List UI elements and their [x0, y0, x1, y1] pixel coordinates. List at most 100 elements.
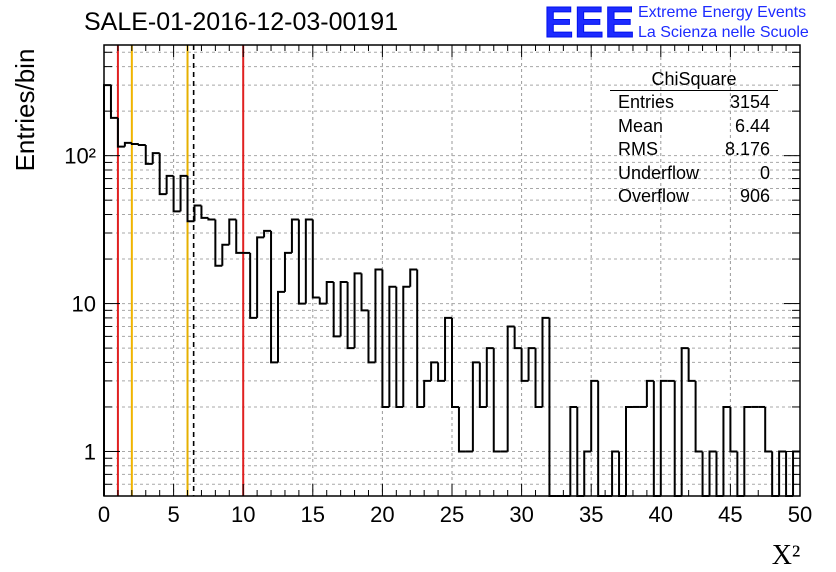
histogram-bin	[437, 362, 446, 382]
histogram-bin	[708, 450, 717, 496]
stats-label: Entries	[618, 92, 675, 112]
histogram-bin	[451, 317, 459, 408]
stats-value: 906	[739, 186, 770, 206]
histogram-bin	[374, 268, 383, 363]
histogram-bin	[645, 379, 654, 407]
x-tick-label: 40	[649, 502, 673, 527]
histogram-bin	[381, 269, 390, 408]
histogram-bin	[541, 316, 550, 407]
histogram-bin	[116, 117, 125, 148]
histogram-bin	[200, 205, 209, 219]
y-tick-label: 1	[84, 439, 96, 464]
histogram-bin	[520, 348, 529, 382]
histogram-bin	[123, 141, 132, 147]
histogram-bin	[228, 218, 237, 245]
histogram-bin	[457, 406, 466, 453]
histogram-bin	[722, 405, 731, 496]
histogram-bin	[332, 281, 341, 338]
histogram-bin	[506, 325, 515, 452]
histogram-bin	[583, 450, 592, 496]
stats-row-rms: RMS 8.176	[610, 138, 778, 162]
stats-label: Mean	[618, 115, 664, 136]
histogram-bin	[256, 236, 265, 318]
x-tick-label: 25	[440, 502, 464, 527]
histogram-bin	[158, 153, 167, 196]
histogram-bin	[416, 269, 425, 408]
histogram-bin	[430, 361, 439, 381]
histogram-bin	[409, 268, 418, 287]
chart-title: SALE-01-2016-12-03-00191	[84, 8, 399, 36]
histogram-bin	[743, 405, 752, 496]
x-tick-label: 5	[167, 502, 179, 527]
histogram-bin	[318, 297, 327, 305]
histogram-bin	[659, 379, 668, 496]
histogram-bin	[764, 406, 773, 453]
histogram-bin	[444, 316, 452, 381]
histogram-bin	[304, 218, 313, 304]
histogram-bin	[478, 362, 487, 408]
histogram-bin	[694, 380, 703, 453]
histogram-bin	[611, 450, 620, 496]
y-axis-label: Entries/bin	[10, 49, 40, 172]
histogram-bin	[597, 380, 606, 497]
histogram-bin	[367, 310, 376, 364]
histogram-bin	[471, 361, 480, 452]
histogram-bin	[527, 347, 536, 381]
histogram-bin	[311, 219, 320, 299]
histogram-bin	[109, 85, 118, 119]
stats-row-mean: Mean 6.44	[610, 115, 778, 139]
histogram-bin	[325, 280, 334, 304]
histogram-bin	[172, 175, 181, 213]
stats-value: 8.176	[724, 139, 770, 159]
histogram-bin	[402, 285, 411, 407]
histogram-bin	[144, 145, 153, 165]
histogram-bin	[151, 152, 160, 164]
x-tick-label: 50	[788, 502, 812, 527]
histogram-bin	[513, 326, 522, 350]
stats-label: Overflow	[618, 186, 690, 206]
logo-line-2: La Scienza nelle Scuole	[638, 24, 809, 41]
histogram-bin	[221, 243, 230, 266]
histogram-bin	[283, 251, 292, 292]
x-tick-label: 10	[231, 502, 255, 527]
histogram-bin	[729, 406, 738, 453]
stats-value: 0	[759, 162, 770, 183]
logo-line-1: Extreme Energy Events	[638, 4, 807, 21]
reference-lines	[116, 45, 245, 496]
x-axis-label: X²	[772, 540, 801, 571]
stats-row-overflow: Overflow 906	[610, 185, 778, 209]
stats-value: 6.44	[734, 115, 770, 136]
stats-box: ChiSquare Entries 3154 Mean 6.44 RMS 8.1…	[610, 68, 778, 209]
histogram-bin	[395, 286, 404, 408]
histogram-bin	[423, 379, 432, 407]
histogram-bin	[263, 229, 272, 238]
stats-value: 3154	[729, 92, 770, 112]
histogram-bin	[360, 273, 369, 312]
histogram-bin	[297, 219, 306, 305]
histogram-bin	[186, 175, 195, 223]
stats-label: Underflow	[618, 162, 700, 183]
histogram-bin	[353, 272, 362, 349]
histogram-bin	[687, 348, 696, 382]
histogram-bin	[778, 450, 787, 496]
histogram-bin	[680, 347, 689, 496]
stats-label: RMS	[618, 139, 658, 159]
histogram-bin	[193, 204, 202, 222]
stats-title: ChiSquare	[610, 68, 778, 91]
histogram-bin	[103, 84, 111, 496]
histogram-bin	[652, 380, 661, 497]
histogram-bin	[137, 143, 146, 147]
stats-row-entries: Entries 3154	[610, 91, 778, 115]
stats-row-underflow: Underflow 0	[610, 162, 778, 186]
x-tick-label: 20	[370, 502, 394, 527]
histogram-bin	[214, 219, 223, 267]
histogram-bin	[270, 230, 278, 364]
histogram-bin	[179, 174, 188, 212]
histogram-bin	[492, 348, 501, 453]
x-tick-label: 45	[718, 502, 742, 527]
histogram-bin	[534, 348, 543, 408]
x-tick-label: 30	[509, 502, 533, 527]
eee-logo-mark: EEE	[543, 0, 636, 48]
x-tick-label: 15	[301, 502, 325, 527]
